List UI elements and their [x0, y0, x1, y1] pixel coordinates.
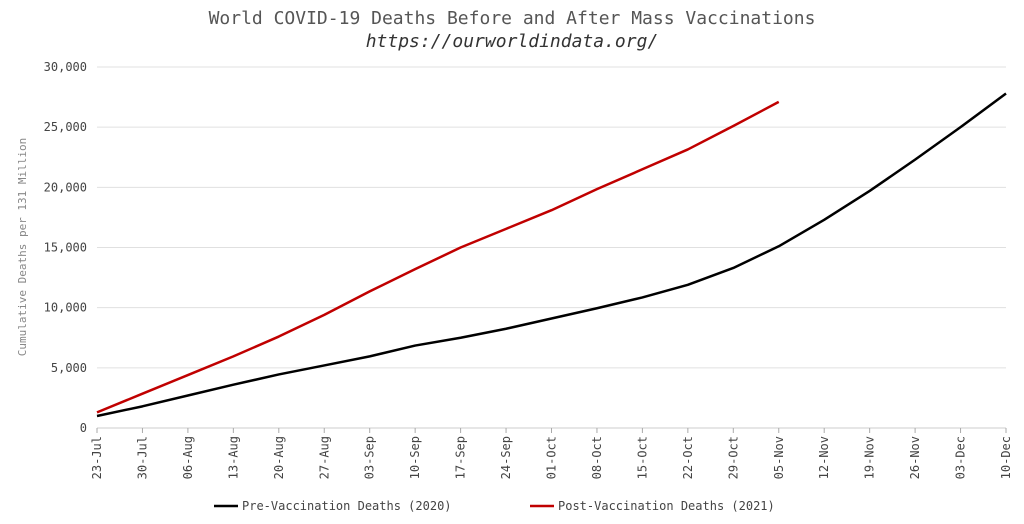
y-tick-label: 10,000	[44, 301, 87, 315]
x-tick-label: 23-Jul	[90, 436, 104, 479]
legend-label: Post-Vaccination Deaths (2021)	[558, 499, 775, 513]
x-tick-label: 01-Oct	[545, 436, 559, 479]
y-tick-label: 25,000	[44, 120, 87, 134]
x-tick-label: 19-Nov	[863, 436, 877, 479]
x-tick-label: 30-Jul	[135, 436, 149, 479]
x-tick-label: 29-Oct	[726, 436, 740, 479]
y-axis-label: Cumulative Deaths per 131 Million	[16, 138, 29, 357]
y-tick-label: 30,000	[44, 60, 87, 74]
x-tick-label: 03-Sep	[363, 436, 377, 479]
x-tick-label: 15-Oct	[635, 436, 649, 479]
x-tick-label: 17-Sep	[454, 436, 468, 479]
x-tick-label: 22-Oct	[681, 436, 695, 479]
x-tick-label: 10-Dec	[999, 436, 1013, 479]
legend-label: Pre-Vaccination Deaths (2020)	[242, 499, 452, 513]
chart-subtitle: https://ourworldindata.org/	[366, 31, 659, 52]
x-tick-label: 10-Sep	[408, 436, 422, 479]
x-tick-label: 26-Nov	[908, 436, 922, 479]
x-tick-label: 05-Nov	[772, 436, 786, 479]
x-tick-label: 03-Dec	[954, 436, 968, 479]
x-tick-label: 06-Aug	[181, 436, 195, 479]
y-tick-label: 20,000	[44, 180, 87, 194]
x-tick-label: 13-Aug	[226, 436, 240, 479]
y-tick-label: 15,000	[44, 241, 87, 255]
chart-title: World COVID-19 Deaths Before and After M…	[209, 8, 816, 29]
line-series	[96, 100, 780, 414]
x-tick-label: 24-Sep	[499, 436, 513, 479]
x-tick-label: 20-Aug	[272, 436, 286, 479]
y-tick-label: 0	[80, 421, 87, 435]
x-tick-label: 12-Nov	[817, 436, 831, 479]
line-series	[96, 92, 1007, 418]
x-tick-label: 08-Oct	[590, 436, 604, 479]
x-tick-label: 27-Aug	[317, 436, 331, 479]
y-tick-label: 5,000	[51, 361, 87, 375]
